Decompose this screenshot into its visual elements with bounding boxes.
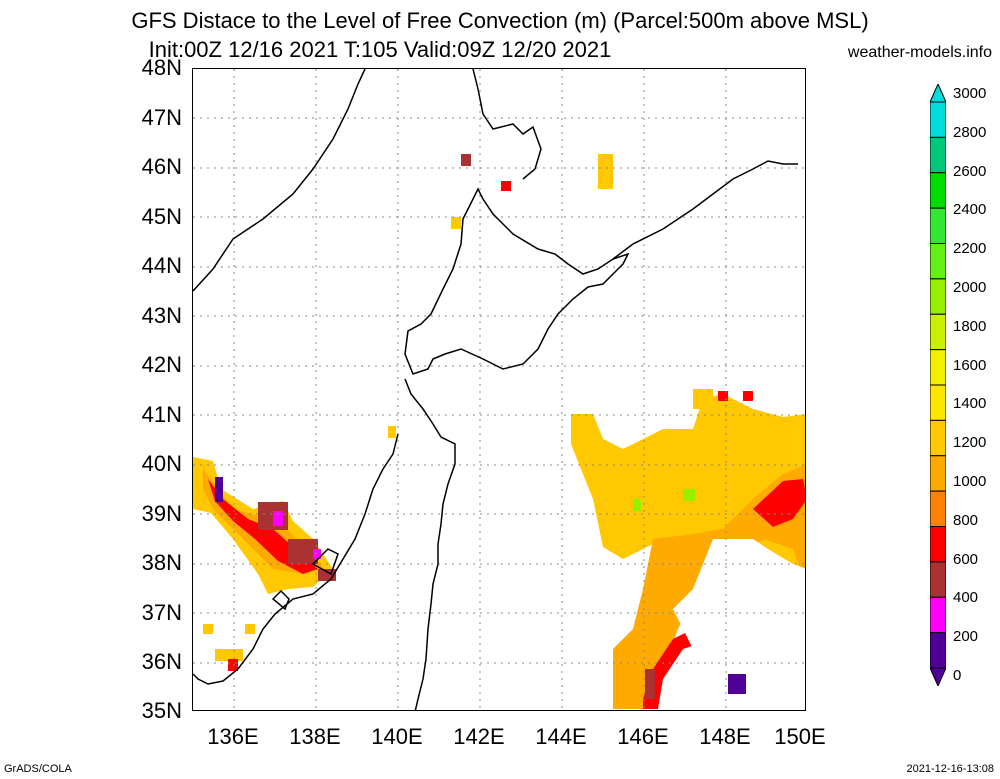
lat-label: 45N <box>141 204 182 229</box>
colorbar-label: 1600 <box>953 356 987 374</box>
coastline-sado <box>271 589 290 611</box>
colorbar-cell <box>930 596 946 634</box>
colorbar-label: 0 <box>953 667 962 684</box>
coastline-honshu <box>404 378 456 710</box>
shading-west-purple <box>215 477 223 502</box>
shading-east-orange-dot-1 <box>598 154 613 189</box>
shading-west-dot-2 <box>215 649 243 661</box>
shading-east-brown-4 <box>645 679 655 699</box>
colorbar-cell <box>930 384 946 421</box>
colorbar-cell <box>930 632 946 669</box>
shading-east-orange <box>613 464 805 709</box>
lat-label: 44N <box>141 253 182 278</box>
shading-west-magenta-1 <box>273 511 283 526</box>
colorbar-label: 2000 <box>953 279 987 296</box>
shading-mid-yellow <box>388 426 396 438</box>
lon-label: 136E <box>207 724 259 749</box>
lfc-shading <box>193 154 805 709</box>
shading-east-green-2 <box>683 489 695 501</box>
colorbar-cell <box>930 349 946 386</box>
colorbar-label: 600 <box>953 550 979 568</box>
colorbar-cell <box>930 172 946 209</box>
lat-label: 38N <box>141 550 182 575</box>
lon-label: 146E <box>617 724 669 749</box>
colorbar-cell <box>930 419 946 457</box>
colorbar-cell <box>930 243 946 280</box>
colorbar-cell <box>930 313 946 351</box>
map-title: GFS Distace to the Level of Free Convect… <box>131 8 869 33</box>
colorbar-cell <box>930 526 946 563</box>
lat-label: 46N <box>141 154 182 179</box>
colorbar-cell <box>930 455 946 492</box>
lat-label: 43N <box>141 303 182 328</box>
shading-west-dot-3 <box>245 624 255 634</box>
colorbar-cell <box>930 278 946 315</box>
shading-west-dot-1 <box>203 624 213 634</box>
lat-label: 48N <box>141 55 182 80</box>
colorbar-label: 1200 <box>953 434 987 452</box>
shading-east-red-dot-2 <box>743 391 753 401</box>
shading-east-purple-2 <box>728 674 746 694</box>
lon-label: 150E <box>774 724 826 749</box>
footer-left: GrADS/COLA <box>4 763 72 775</box>
colorbar-cell <box>930 490 946 527</box>
colorbar-cell <box>930 561 946 598</box>
shading-east-green-1 <box>633 499 641 511</box>
colorbar-bottom-arrow <box>930 667 946 686</box>
colorbar-label: 1800 <box>953 317 987 335</box>
map-panel <box>192 68 806 711</box>
colorbar-label: 1000 <box>953 473 987 490</box>
colorbar-label: 400 <box>953 589 979 607</box>
lon-label: 138E <box>289 724 341 749</box>
coastline-kurils <box>612 160 798 260</box>
colorbar-label: 800 <box>953 511 979 529</box>
graticule <box>193 69 805 710</box>
coastline-sakhalin <box>472 69 542 180</box>
shading-east-orange-dot-2 <box>693 389 713 409</box>
colorbar-cell <box>930 207 946 244</box>
lat-label: 40N <box>141 451 182 476</box>
lat-label: 39N <box>141 501 182 526</box>
lat-label: 37N <box>141 600 182 625</box>
lat-label: 42N <box>141 352 182 377</box>
coastlines <box>193 69 798 710</box>
colorbar-label: 2200 <box>953 240 987 258</box>
footer-right: 2021-12-16-13:08 <box>906 763 994 775</box>
lat-label: 41N <box>141 402 182 427</box>
shading-north-red <box>501 181 511 191</box>
colorbar-label: 200 <box>953 628 979 646</box>
colorbar-label: 3000 <box>953 85 987 102</box>
shading-north-brown <box>461 154 471 166</box>
lat-label: 47N <box>141 105 182 130</box>
shading-north-yellow <box>451 217 461 229</box>
colorbar-label: 1400 <box>953 395 987 413</box>
colorbar-cell <box>930 136 946 174</box>
colorbar-label: 2400 <box>953 201 987 219</box>
coastline-honshu-west <box>193 433 399 685</box>
colorbar-top-arrow <box>930 84 946 103</box>
colorbar <box>930 84 946 686</box>
coastline-asia <box>193 69 366 292</box>
lat-label: 36N <box>141 649 182 674</box>
map-subtitle: Init:00Z 12/16 2021 T:105 Valid:09Z 12/2… <box>148 37 612 62</box>
map-canvas <box>193 69 805 710</box>
coastline-hokkaido <box>404 187 630 375</box>
coastline-noto <box>311 548 339 576</box>
shading-east-red <box>753 479 805 527</box>
lon-label: 144E <box>535 724 587 749</box>
shading-east-red-dot <box>718 391 728 401</box>
colorbar-cell <box>930 101 946 138</box>
colorbar-label: 2800 <box>953 123 987 141</box>
colorbar-label: 2600 <box>953 162 987 180</box>
lon-label: 142E <box>453 724 505 749</box>
lat-label: 35N <box>141 698 182 723</box>
shading-west-dot-4 <box>228 659 238 671</box>
lon-label: 148E <box>699 724 751 749</box>
lon-label: 140E <box>371 724 423 749</box>
site-credit: weather-models.info <box>847 44 992 61</box>
shading-west-magenta-2 <box>313 549 321 559</box>
shading-east-gap <box>673 539 805 709</box>
